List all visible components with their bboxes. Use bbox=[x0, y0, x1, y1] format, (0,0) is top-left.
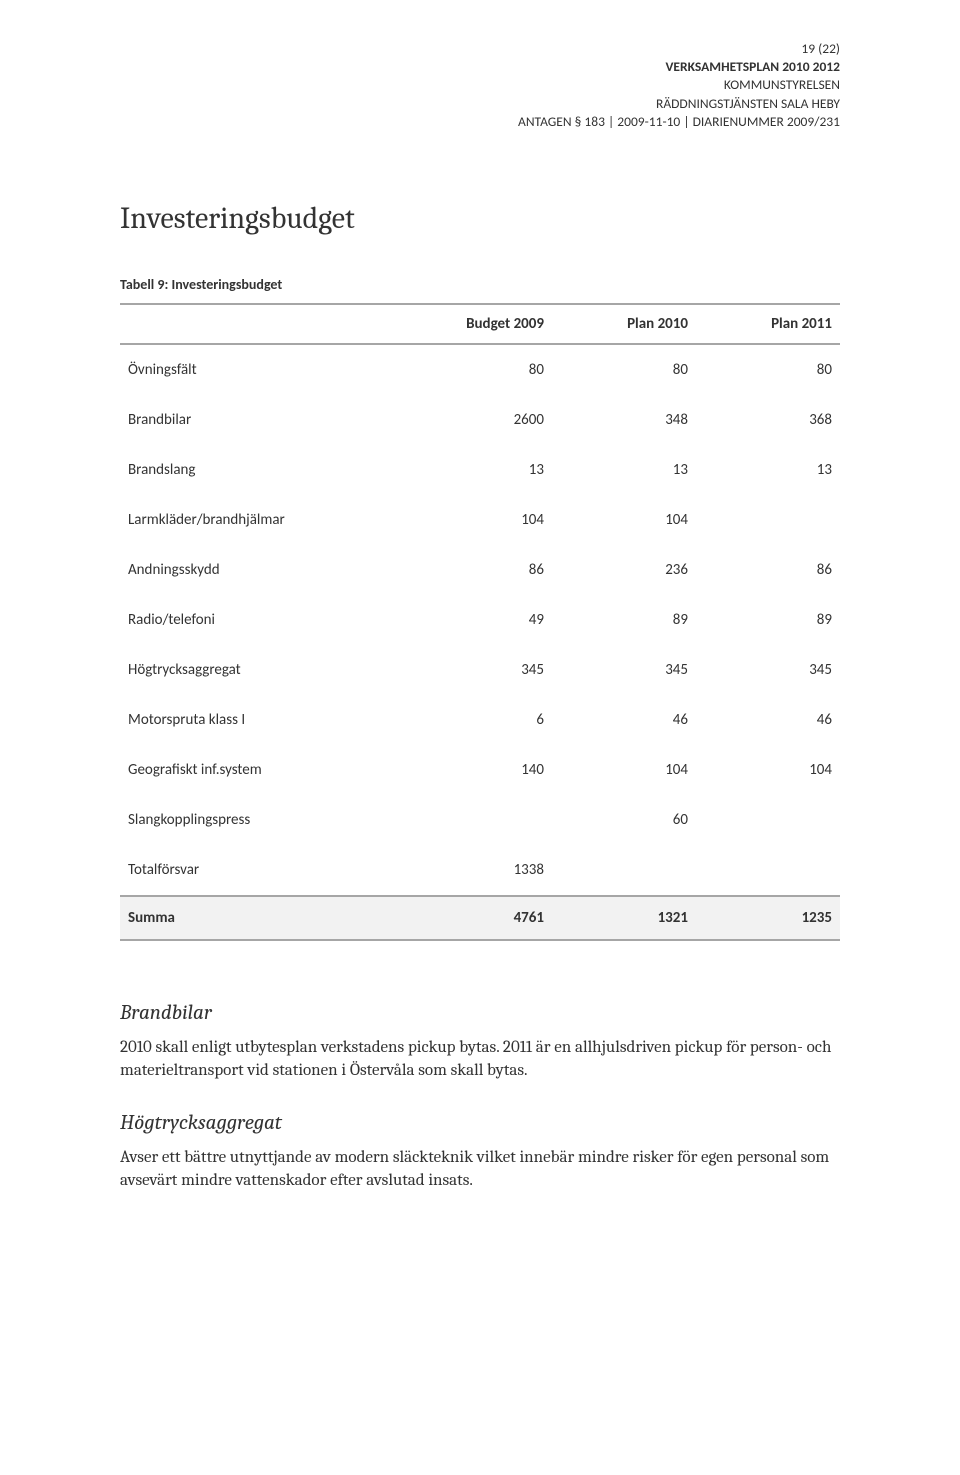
table-cell: 345 bbox=[552, 645, 696, 695]
table-cell: Högtrycksaggregat bbox=[120, 645, 408, 695]
table-cell: Övningsfält bbox=[120, 344, 408, 395]
table-row: Geografiskt inf.system140104104 bbox=[120, 745, 840, 795]
table-row: Totalförsvar1338 bbox=[120, 845, 840, 896]
table-cell: 348 bbox=[552, 395, 696, 445]
table-cell: Brandslang bbox=[120, 445, 408, 495]
table-cell bbox=[696, 845, 840, 896]
header-line-5: ANTAGEN § 183 | 2009-11-10 | DIARIENUMME… bbox=[120, 113, 840, 131]
table-cell: 140 bbox=[408, 745, 552, 795]
table-cell: 1338 bbox=[408, 845, 552, 896]
subheading-brandbilar: Brandbilar bbox=[120, 1001, 840, 1025]
table-cell: 86 bbox=[408, 545, 552, 595]
paragraph-brandbilar: 2010 skall enligt utbytesplan verkstaden… bbox=[120, 1037, 840, 1083]
table-cell: 80 bbox=[552, 344, 696, 395]
table-summary-cell: Summa bbox=[120, 896, 408, 940]
table-cell: 13 bbox=[408, 445, 552, 495]
table-cell: Radio/telefoni bbox=[120, 595, 408, 645]
table-cell: 104 bbox=[552, 745, 696, 795]
header-line-3: KOMMUNSTYRELSEN bbox=[120, 76, 840, 94]
table-cell: 345 bbox=[696, 645, 840, 695]
table-cell bbox=[696, 795, 840, 845]
table-cell: Slangkopplingspress bbox=[120, 795, 408, 845]
table-body: Övningsfält808080Brandbilar2600348368Bra… bbox=[120, 344, 840, 940]
table-cell bbox=[696, 495, 840, 545]
table-cell: 6 bbox=[408, 695, 552, 745]
table-row: Motorspruta klass I64646 bbox=[120, 695, 840, 745]
table-cell: 236 bbox=[552, 545, 696, 595]
page-header: 19 (22) VERKSAMHETSPLAN 2010 2012 KOMMUN… bbox=[120, 40, 840, 131]
table-cell: 46 bbox=[696, 695, 840, 745]
col-header-plan2010: Plan 2010 bbox=[552, 304, 696, 344]
table-cell: Geografiskt inf.system bbox=[120, 745, 408, 795]
table-cell: 104 bbox=[408, 495, 552, 545]
body-text: Brandbilar 2010 skall enligt utbytesplan… bbox=[120, 1001, 840, 1193]
header-line-4: RÄDDNINGSTJÄNSTEN SALA HEBY bbox=[120, 95, 840, 113]
col-header-plan2011: Plan 2011 bbox=[696, 304, 840, 344]
table-cell: 345 bbox=[408, 645, 552, 695]
investment-budget-table: Budget 2009 Plan 2010 Plan 2011 Övningsf… bbox=[120, 303, 840, 941]
subheading-hogtrycksaggregat: Högtrycksaggregat bbox=[120, 1111, 840, 1135]
table-cell: Motorspruta klass I bbox=[120, 695, 408, 745]
header-page-ref: 19 (22) bbox=[120, 40, 840, 58]
table-summary-cell: 1321 bbox=[552, 896, 696, 940]
table-cell: 60 bbox=[552, 795, 696, 845]
col-header-budget2009: Budget 2009 bbox=[408, 304, 552, 344]
table-cell bbox=[408, 795, 552, 845]
table-cell: Totalförsvar bbox=[120, 845, 408, 896]
table-cell: 49 bbox=[408, 595, 552, 645]
table-row: Andningsskydd8623686 bbox=[120, 545, 840, 595]
table-cell: 80 bbox=[408, 344, 552, 395]
section-title: Investeringsbudget bbox=[120, 201, 840, 236]
table-row: Slangkopplingspress 60 bbox=[120, 795, 840, 845]
table-cell: 2600 bbox=[408, 395, 552, 445]
table-row: Övningsfält808080 bbox=[120, 344, 840, 395]
table-cell: 80 bbox=[696, 344, 840, 395]
table-cell: 46 bbox=[552, 695, 696, 745]
table-summary-cell: 1235 bbox=[696, 896, 840, 940]
table-cell: Andningsskydd bbox=[120, 545, 408, 595]
table-summary-cell: 4761 bbox=[408, 896, 552, 940]
table-cell: Larmkläder/brandhjälmar bbox=[120, 495, 408, 545]
table-cell: Brandbilar bbox=[120, 395, 408, 445]
table-summary-row: Summa476113211235 bbox=[120, 896, 840, 940]
table-cell: 89 bbox=[696, 595, 840, 645]
table-cell bbox=[552, 845, 696, 896]
table-row: Brandbilar2600348368 bbox=[120, 395, 840, 445]
table-cell: 368 bbox=[696, 395, 840, 445]
paragraph-hogtrycksaggregat: Avser ett bättre utnyttjande av modern s… bbox=[120, 1147, 840, 1193]
table-row: Högtrycksaggregat345345345 bbox=[120, 645, 840, 695]
table-cell: 86 bbox=[696, 545, 840, 595]
table-header-row: Budget 2009 Plan 2010 Plan 2011 bbox=[120, 304, 840, 344]
table-cell: 13 bbox=[696, 445, 840, 495]
table-row: Brandslang131313 bbox=[120, 445, 840, 495]
table-cell: 104 bbox=[696, 745, 840, 795]
col-header-label bbox=[120, 304, 408, 344]
table-row: Radio/telefoni498989 bbox=[120, 595, 840, 645]
table-cell: 104 bbox=[552, 495, 696, 545]
table-caption: Tabell 9: Investeringsbudget bbox=[120, 276, 840, 293]
table-cell: 89 bbox=[552, 595, 696, 645]
table-cell: 13 bbox=[552, 445, 696, 495]
header-title: VERKSAMHETSPLAN 2010 2012 bbox=[120, 58, 840, 76]
table-row: Larmkläder/brandhjälmar104104 bbox=[120, 495, 840, 545]
